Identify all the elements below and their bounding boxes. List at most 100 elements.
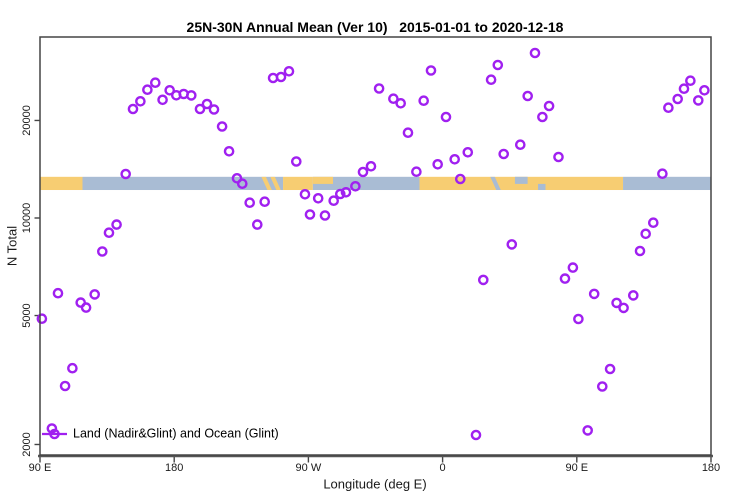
y-tick-label: 5000 [21, 303, 33, 327]
map-band-feature-gulf-coast-florida [312, 176, 334, 184]
chart-title: 25N-30N Annual Mean (Ver 10) 2015-01-01 … [186, 19, 564, 35]
data-point [236, 178, 248, 189]
data-point [440, 111, 452, 123]
data-point [477, 274, 489, 286]
data-point [59, 380, 71, 392]
data-point [283, 66, 295, 77]
data-point [582, 425, 594, 436]
data-point [418, 95, 430, 106]
data-point [127, 103, 139, 115]
data-point [462, 146, 474, 158]
data-point [411, 166, 422, 177]
data-point [194, 103, 206, 115]
data-point [312, 192, 324, 204]
data-point [142, 84, 153, 95]
data-point [157, 94, 168, 106]
data-point [185, 90, 197, 101]
data-point [388, 93, 399, 104]
data-point [485, 74, 497, 85]
data-point [350, 180, 361, 192]
data-point [395, 98, 407, 109]
x-tick-label: 180 [165, 462, 183, 474]
data-point [120, 168, 131, 180]
map-band-feature-persian-gulf [514, 176, 528, 184]
y-tick-label: 10000 [21, 203, 33, 234]
data-point [515, 139, 526, 150]
data-point [244, 197, 255, 208]
data-point [678, 83, 690, 94]
data-point [628, 290, 639, 301]
legend-marker [49, 428, 60, 440]
data-point [299, 188, 311, 200]
data-point [275, 71, 287, 83]
data-point [251, 219, 263, 230]
data-point [223, 145, 235, 157]
data-point [290, 156, 302, 167]
map-band-feature-red-sea [490, 176, 501, 191]
x-tick-label: 90 W [296, 462, 322, 474]
y-axis-label: N Total [4, 225, 20, 267]
data-point [454, 173, 466, 185]
map-band-segment-land [283, 176, 313, 191]
data-point [567, 262, 579, 273]
data-point [103, 227, 115, 238]
data-point [149, 77, 161, 88]
data-point [80, 302, 92, 313]
map-band-feature-baja-california [270, 176, 281, 191]
data-point [319, 210, 331, 221]
y-tick-label: 2000 [21, 432, 33, 456]
data-point [663, 102, 674, 113]
data-point [201, 98, 213, 110]
data-point [373, 83, 385, 94]
data-point [640, 228, 652, 240]
data-point [340, 186, 352, 198]
map-band-segment-ocean [82, 176, 284, 191]
data-point [425, 65, 437, 76]
x-tick-label: 90 E [29, 462, 52, 474]
map-band-feature-baja-california [261, 176, 272, 191]
data-point [506, 239, 518, 250]
data-point [634, 245, 646, 257]
data-point [498, 148, 510, 160]
data-point [449, 153, 461, 165]
data-point [693, 95, 704, 106]
data-point [67, 362, 78, 374]
data-point [657, 168, 668, 179]
x-tick-label: 90 E [565, 462, 588, 474]
data-point [553, 151, 564, 163]
x-tick-label: 0 [440, 462, 446, 474]
data-point [685, 75, 696, 86]
data-point [470, 429, 482, 441]
plot-border [39, 36, 712, 456]
data-point [231, 172, 243, 184]
data-point [672, 93, 684, 105]
x-tick-label: 180 [702, 462, 720, 474]
data-point [357, 166, 369, 178]
data-point [402, 127, 414, 138]
data-point [543, 100, 555, 112]
data-point [164, 85, 175, 96]
data-point [135, 96, 146, 107]
data-point [365, 160, 377, 172]
data-point [573, 313, 584, 325]
data-point [618, 302, 629, 314]
data-point [304, 209, 316, 220]
data-point [699, 85, 710, 96]
data-point [588, 288, 600, 300]
map-band-segment-land [40, 176, 83, 191]
data-point [492, 59, 504, 71]
data-point [46, 423, 58, 434]
data-point [259, 196, 271, 207]
data-point [597, 381, 608, 392]
data-point [537, 111, 548, 123]
data-point [611, 297, 622, 309]
x-axis-label: Longitude (deg E) [323, 476, 427, 492]
legend-label: Land (Nadir&Glint) and Ocean (Glint) [73, 426, 279, 441]
data-point [36, 313, 48, 325]
data-point [89, 289, 100, 300]
data-point [97, 246, 108, 257]
data-point [328, 195, 340, 206]
data-point [559, 273, 571, 284]
